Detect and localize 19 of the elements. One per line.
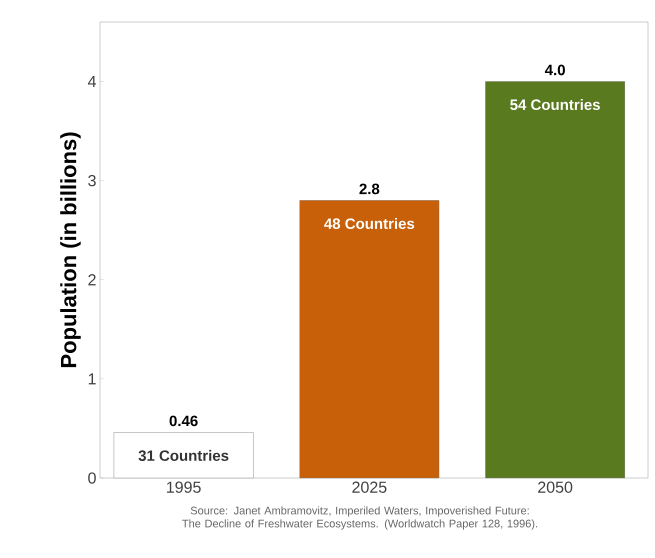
bar (485, 81, 625, 478)
data-label: 4.0 (544, 64, 565, 76)
annotation: 31 Countries (138, 450, 228, 461)
bar (300, 200, 440, 478)
y-tick-label: 4 (88, 76, 96, 87)
data-label: 0.46 (170, 416, 198, 426)
y-tick-label: 0 (88, 472, 96, 484)
bar (114, 432, 254, 478)
x-tick-label: 2025 (352, 482, 386, 493)
annotation: 48 Countries (324, 218, 414, 229)
x-tick-label: 1995 (167, 482, 201, 493)
source-note: Source: Janet Ambramovitz, Imperiled Waters, Impoverished Future: The Decline of Freshwater Ecosystems. (Worldwatch Paper 128, 1996). (182, 506, 538, 530)
x-tick-label: 2050 (538, 482, 572, 493)
y-tick-label: 2 (88, 274, 96, 286)
y-axis-title: Population (in billions) (60, 132, 81, 368)
y-tick-label: 1 (88, 373, 96, 384)
y-tick-label: 3 (88, 174, 96, 186)
annotation: 54 Countries (510, 99, 600, 110)
data-label: 2.8 (359, 184, 380, 194)
